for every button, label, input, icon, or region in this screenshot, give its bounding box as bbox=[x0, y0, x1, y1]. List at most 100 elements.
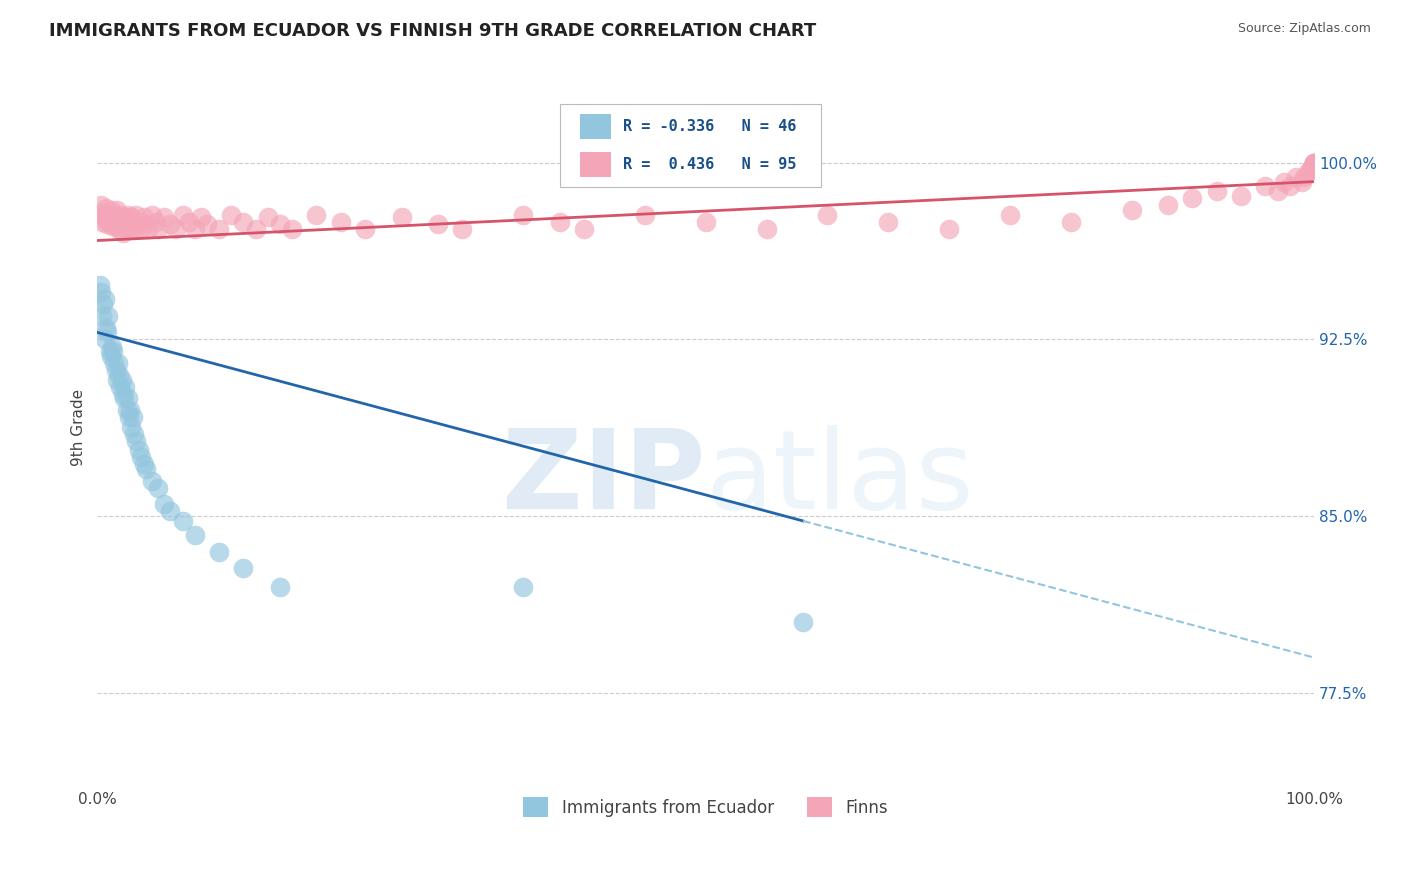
Point bbox=[96, 217, 118, 231]
Point bbox=[245, 221, 267, 235]
Point bbox=[634, 208, 657, 222]
Point bbox=[93, 333, 115, 347]
Point bbox=[100, 202, 122, 217]
Point bbox=[512, 580, 534, 594]
Point bbox=[145, 215, 167, 229]
Text: R =  0.436   N = 95: R = 0.436 N = 95 bbox=[623, 157, 796, 172]
Point bbox=[1121, 202, 1143, 217]
Point bbox=[938, 221, 960, 235]
Point bbox=[120, 221, 142, 235]
Point bbox=[101, 208, 124, 222]
Point bbox=[183, 221, 205, 235]
FancyBboxPatch shape bbox=[581, 114, 610, 139]
Point bbox=[111, 386, 134, 401]
Point bbox=[1303, 156, 1326, 170]
Point bbox=[451, 221, 474, 235]
Point bbox=[93, 205, 115, 219]
Point bbox=[108, 368, 131, 382]
Point bbox=[1181, 191, 1204, 205]
Point bbox=[100, 349, 122, 363]
Point bbox=[91, 215, 114, 229]
Point bbox=[1303, 155, 1326, 169]
Point bbox=[427, 217, 450, 231]
Point bbox=[121, 217, 143, 231]
Point bbox=[208, 221, 231, 235]
Point bbox=[232, 215, 254, 229]
Point bbox=[1302, 158, 1324, 172]
Point bbox=[101, 344, 124, 359]
Point bbox=[120, 403, 142, 417]
Point bbox=[121, 410, 143, 425]
Point bbox=[125, 208, 148, 222]
Point bbox=[1205, 184, 1227, 198]
Point bbox=[190, 210, 212, 224]
Point bbox=[572, 221, 595, 235]
Point bbox=[112, 392, 135, 406]
Point bbox=[117, 208, 139, 222]
Point bbox=[998, 208, 1021, 222]
Point bbox=[94, 201, 117, 215]
Point bbox=[129, 450, 152, 465]
Point bbox=[815, 208, 838, 222]
Point bbox=[93, 293, 115, 307]
Point bbox=[172, 208, 194, 222]
Point bbox=[128, 443, 150, 458]
Legend: Immigrants from Ecuador, Finns: Immigrants from Ecuador, Finns bbox=[515, 789, 897, 826]
Point bbox=[1060, 215, 1083, 229]
FancyBboxPatch shape bbox=[581, 152, 610, 178]
Point bbox=[115, 403, 138, 417]
Point bbox=[1301, 161, 1323, 175]
Point bbox=[93, 212, 115, 227]
Point bbox=[1230, 188, 1253, 202]
Point bbox=[97, 208, 120, 222]
Point bbox=[1291, 175, 1313, 189]
Point bbox=[269, 217, 291, 231]
Point bbox=[548, 215, 571, 229]
Point bbox=[195, 217, 218, 231]
Point bbox=[98, 344, 121, 359]
Point bbox=[391, 210, 413, 224]
Point bbox=[1157, 198, 1180, 212]
Point bbox=[114, 379, 136, 393]
Point bbox=[135, 217, 157, 231]
Point bbox=[1302, 161, 1324, 175]
Point bbox=[96, 326, 118, 340]
Point bbox=[354, 221, 377, 235]
Point bbox=[89, 208, 111, 222]
Text: R = -0.336   N = 46: R = -0.336 N = 46 bbox=[623, 120, 796, 135]
Point bbox=[107, 215, 129, 229]
Point bbox=[111, 215, 134, 229]
Point bbox=[1296, 165, 1319, 179]
Y-axis label: 9th Grade: 9th Grade bbox=[72, 389, 86, 467]
Point bbox=[112, 210, 135, 224]
Point bbox=[93, 297, 115, 311]
Point bbox=[256, 210, 278, 224]
Point bbox=[122, 426, 145, 441]
Text: Source: ZipAtlas.com: Source: ZipAtlas.com bbox=[1237, 22, 1371, 36]
Point bbox=[91, 309, 114, 323]
Point bbox=[329, 215, 352, 229]
Point bbox=[118, 215, 141, 229]
Point bbox=[104, 363, 127, 377]
Point bbox=[148, 221, 170, 235]
Point bbox=[105, 202, 128, 217]
Point bbox=[94, 320, 117, 334]
Point bbox=[125, 434, 148, 448]
Point bbox=[101, 340, 124, 354]
Point bbox=[122, 221, 145, 235]
Point bbox=[110, 208, 132, 222]
Point bbox=[183, 528, 205, 542]
Text: atlas: atlas bbox=[706, 425, 974, 532]
Point bbox=[177, 215, 200, 229]
Point bbox=[219, 208, 242, 222]
Point bbox=[117, 392, 139, 406]
Point bbox=[1285, 169, 1308, 184]
Point bbox=[120, 210, 142, 224]
Point bbox=[118, 410, 141, 425]
Point bbox=[1303, 157, 1326, 171]
Point bbox=[1254, 179, 1277, 194]
Text: ZIP: ZIP bbox=[502, 425, 706, 532]
Text: IMMIGRANTS FROM ECUADOR VS FINNISH 9TH GRADE CORRELATION CHART: IMMIGRANTS FROM ECUADOR VS FINNISH 9TH G… bbox=[49, 22, 817, 40]
Point bbox=[128, 215, 150, 229]
Point bbox=[110, 379, 132, 393]
